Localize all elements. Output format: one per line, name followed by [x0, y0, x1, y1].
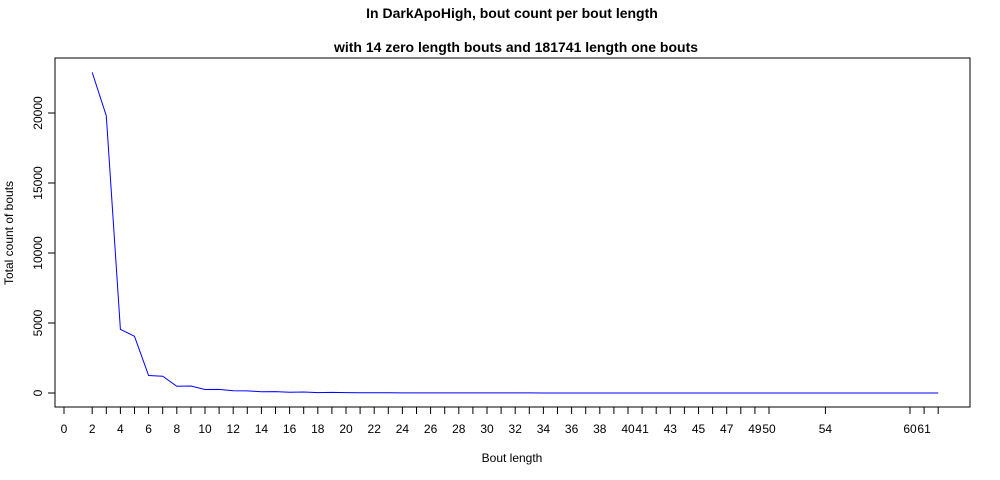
x-tick-label: 30 [480, 422, 494, 436]
x-tick-label: 2 [89, 422, 96, 436]
x-tick-label: 4 [117, 422, 124, 436]
plot-frame [54, 57, 971, 408]
x-tick-label: 12 [227, 422, 241, 436]
x-tick-label: 61 [917, 422, 931, 436]
x-tick-label: 34 [537, 422, 551, 436]
x-tick-label: 24 [396, 422, 410, 436]
y-axis: 0 5000 10000 15000 20000 [31, 96, 56, 396]
x-axis-label: Bout length [482, 451, 543, 465]
x-tick-label: 41 [635, 422, 649, 436]
bout-count-line [91, 72, 939, 394]
y-axis-label: Total count of bouts [2, 181, 16, 285]
x-tick-label: 20 [339, 422, 353, 436]
x-tick-label: 6 [145, 422, 152, 436]
x-tick-label: 36 [565, 422, 579, 436]
x-tick-label: 38 [593, 422, 607, 436]
x-tick-label: 60 [903, 422, 917, 436]
x-tick-label: 32 [509, 422, 523, 436]
y-tick-label: 10000 [31, 236, 45, 270]
chart-subtitle: with 14 zero length bouts and 181741 len… [333, 39, 698, 55]
x-tick-label: 10 [198, 422, 212, 436]
y-tick-label: 0 [31, 389, 45, 396]
y-tick-label: 20000 [31, 96, 45, 130]
x-tick-label: 0 [61, 422, 68, 436]
x-tick-label: 47 [720, 422, 734, 436]
x-tick-label: 26 [424, 422, 438, 436]
x-tick-label: 16 [283, 422, 297, 436]
y-tick-label: 15000 [31, 166, 45, 200]
x-tick-label: 43 [664, 422, 678, 436]
x-tick-label: 22 [368, 422, 382, 436]
x-tick-label: 54 [819, 422, 833, 436]
x-tick-label: 50 [762, 422, 776, 436]
x-tick-label: 40 [621, 422, 635, 436]
x-tick-label: 49 [748, 422, 762, 436]
x-tick-label: 8 [173, 422, 180, 436]
chart-title: In DarkApoHigh, bout count per bout leng… [366, 5, 658, 21]
x-axis: 0 2 4 6 8 10 12 14 16 18 20 22 24 26 28 30 32 34 36 38 40 41 4… [61, 406, 939, 436]
x-tick-label: 14 [255, 422, 269, 436]
x-tick-label: 28 [452, 422, 466, 436]
x-tick-label: 18 [311, 422, 325, 436]
y-tick-label: 5000 [31, 309, 45, 336]
x-tick-label: 45 [692, 422, 706, 436]
